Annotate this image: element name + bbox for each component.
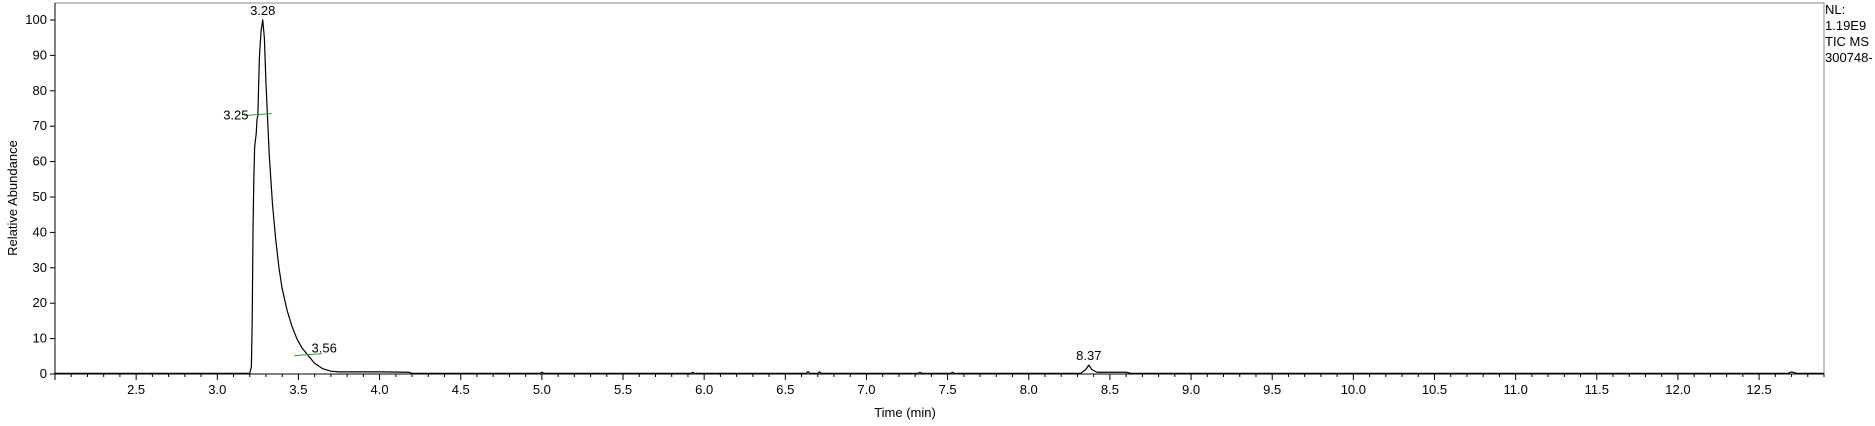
x-tick-label: 4.0 xyxy=(371,382,389,397)
x-tick-label: 2.5 xyxy=(127,382,145,397)
y-tick-label: 40 xyxy=(33,224,47,239)
y-axis-title: Relative Abundance xyxy=(5,140,20,256)
x-tick-label: 8.5 xyxy=(1101,382,1119,397)
plot-frame xyxy=(54,2,1825,375)
series-layer xyxy=(55,19,1824,374)
x-axis-title: Time (min) xyxy=(874,405,936,420)
peak-label: 3.28 xyxy=(250,3,275,18)
baseline-marker xyxy=(294,353,323,357)
x-tick-label: 9.0 xyxy=(1182,382,1200,397)
peak-label: 3.56 xyxy=(312,341,337,356)
y-axis-ticks: 0 10 20 30 40 50 60 70 80 90 100 xyxy=(25,12,55,381)
baseline-marker xyxy=(243,113,272,117)
y-tick-label: 0 xyxy=(40,366,47,381)
x-axis-ticks: 2.5 3.0 3.5 4.0 4.5 5.0 5.5 6.0 6.5 7.0 7.5 8.0 8.5 9… xyxy=(54,374,1825,397)
y-tick-label: 60 xyxy=(33,154,47,169)
peak-label: 8.37 xyxy=(1076,348,1101,363)
x-tick-label: 3.5 xyxy=(289,382,307,397)
x-tick-label: 11.5 xyxy=(1585,382,1609,397)
peak-label-layer: 3.28 3.25 3.56 8.37 xyxy=(223,3,1101,363)
x-tick-label: 7.5 xyxy=(939,382,957,397)
y-tick-label: 30 xyxy=(33,260,47,275)
x-tick-label: 10.0 xyxy=(1341,382,1366,397)
x-tick-label: 3.0 xyxy=(208,382,226,397)
x-tick-label: 8.0 xyxy=(1020,382,1038,397)
y-tick-label: 70 xyxy=(33,118,47,133)
scan-info-panel: NL: 1.19E9 TIC MS 300748- xyxy=(1825,2,1875,66)
x-tick-label: 7.0 xyxy=(857,382,875,397)
x-tick-label: 4.5 xyxy=(452,382,470,397)
y-tick-label: 50 xyxy=(33,189,47,204)
x-tick-label: 10.5 xyxy=(1422,382,1447,397)
x-tick-label: 6.0 xyxy=(695,382,713,397)
y-tick-label: 10 xyxy=(33,331,47,346)
y-tick-label: 20 xyxy=(33,295,47,310)
nl-label: NL: xyxy=(1825,2,1846,17)
y-tick-label: 100 xyxy=(25,12,47,27)
y-tick-label: 80 xyxy=(33,83,47,98)
x-tick-label: 9.5 xyxy=(1263,382,1281,397)
baseline-marker-layer xyxy=(243,113,323,357)
x-tick-label: 12.5 xyxy=(1746,382,1771,397)
x-tick-label: 5.5 xyxy=(614,382,632,397)
raw-file-label: 300748- xyxy=(1825,50,1873,65)
peak-label: 3.25 xyxy=(223,108,248,123)
scan-filter-label: TIC MS xyxy=(1825,34,1870,49)
x-tick-label: 12.0 xyxy=(1665,382,1690,397)
y-tick-label: 90 xyxy=(33,47,47,62)
x-tick-label: 11.0 xyxy=(1503,382,1527,397)
x-tick-label: 6.5 xyxy=(776,382,794,397)
x-tick-label: 5.0 xyxy=(533,382,551,397)
nl-value: 1.19E9 xyxy=(1825,18,1867,33)
tic-trace-line xyxy=(55,19,1824,374)
